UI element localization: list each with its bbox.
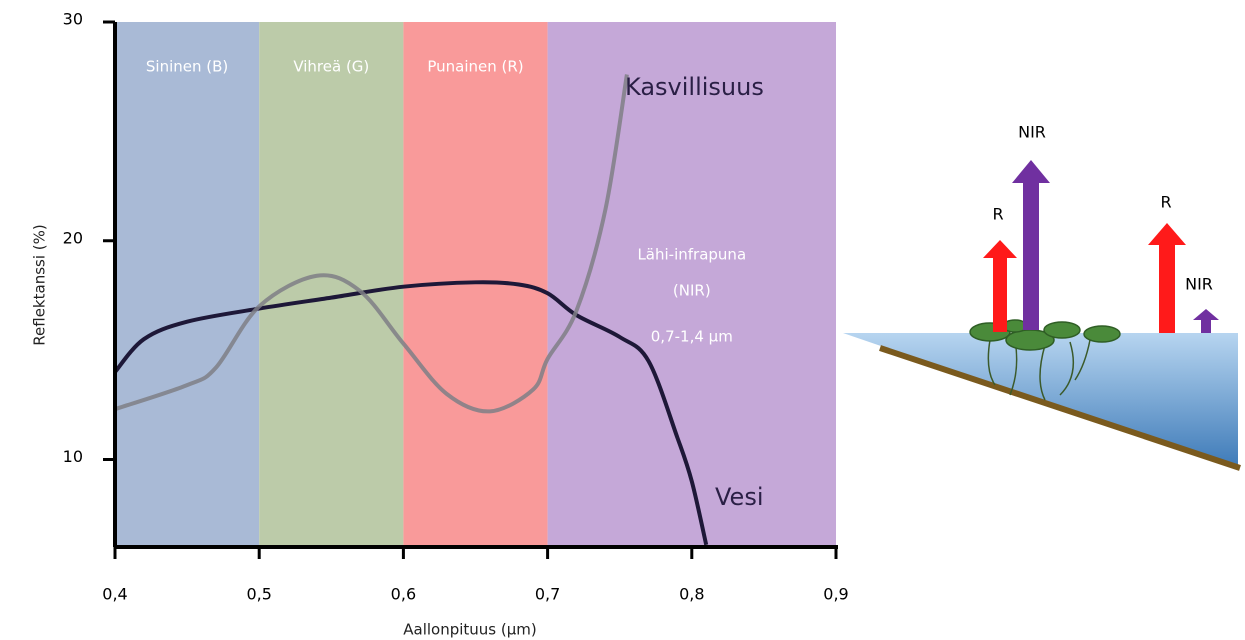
diagram-label: R — [992, 205, 1003, 224]
series-label: Kasvillisuus — [625, 73, 764, 101]
plot-area: Sininen (B) Vihreä (G) Punainen (R) Lähi-in… — [63, 10, 849, 604]
arrow-nir — [1012, 160, 1050, 330]
x-axis-label: Aallonpituus (µm) — [403, 621, 537, 639]
x-tick-label: 0,4 — [102, 585, 127, 604]
band-label: 0,7-1,4 µm — [651, 328, 733, 346]
diagram-label: R — [1160, 193, 1171, 212]
arrow-r — [1148, 223, 1186, 333]
x-tick-label: 0,7 — [535, 585, 560, 604]
spectral-band — [259, 22, 403, 547]
arrows — [983, 160, 1219, 333]
x-tick-label: 0,8 — [679, 585, 704, 604]
y-tick-label: 20 — [63, 228, 83, 247]
y-tick-label: 10 — [63, 447, 83, 466]
y-axis-label: Reflektanssi (%) — [31, 224, 49, 345]
x-tick-label: 0,9 — [823, 585, 848, 604]
y-tick-label: 30 — [63, 10, 83, 29]
spectral-band — [115, 22, 259, 547]
band-label: Punainen (R) — [427, 58, 523, 76]
chart: Sininen (B) Vihreä (G) Punainen (R) Lähi-in… — [0, 0, 1245, 640]
x-tick-label: 0,5 — [246, 585, 271, 604]
series-label: Vesi — [715, 483, 764, 511]
arrow-r — [983, 240, 1017, 332]
arrow-nir — [1193, 309, 1219, 333]
diagram: NIR R R NIR — [843, 123, 1240, 469]
band-label: Sininen (B) — [146, 58, 228, 76]
band-label: Vihreä (G) — [293, 58, 369, 76]
x-tick-label: 0,6 — [391, 585, 416, 604]
diagram-label: NIR — [1018, 123, 1046, 142]
band-label: Lähi-infrapuna — [637, 246, 746, 264]
band-label: (NIR) — [673, 282, 711, 300]
diagram-label: NIR — [1185, 275, 1213, 294]
